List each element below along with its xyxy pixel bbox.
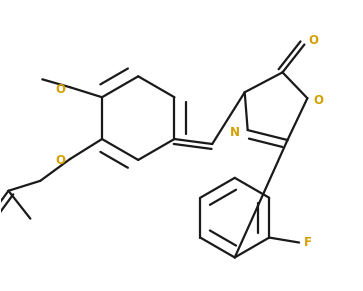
Text: N: N [230, 125, 240, 139]
Text: O: O [309, 34, 318, 47]
Text: O: O [313, 94, 323, 107]
Text: O: O [55, 83, 65, 96]
Text: O: O [55, 155, 65, 167]
Text: F: F [304, 236, 312, 249]
